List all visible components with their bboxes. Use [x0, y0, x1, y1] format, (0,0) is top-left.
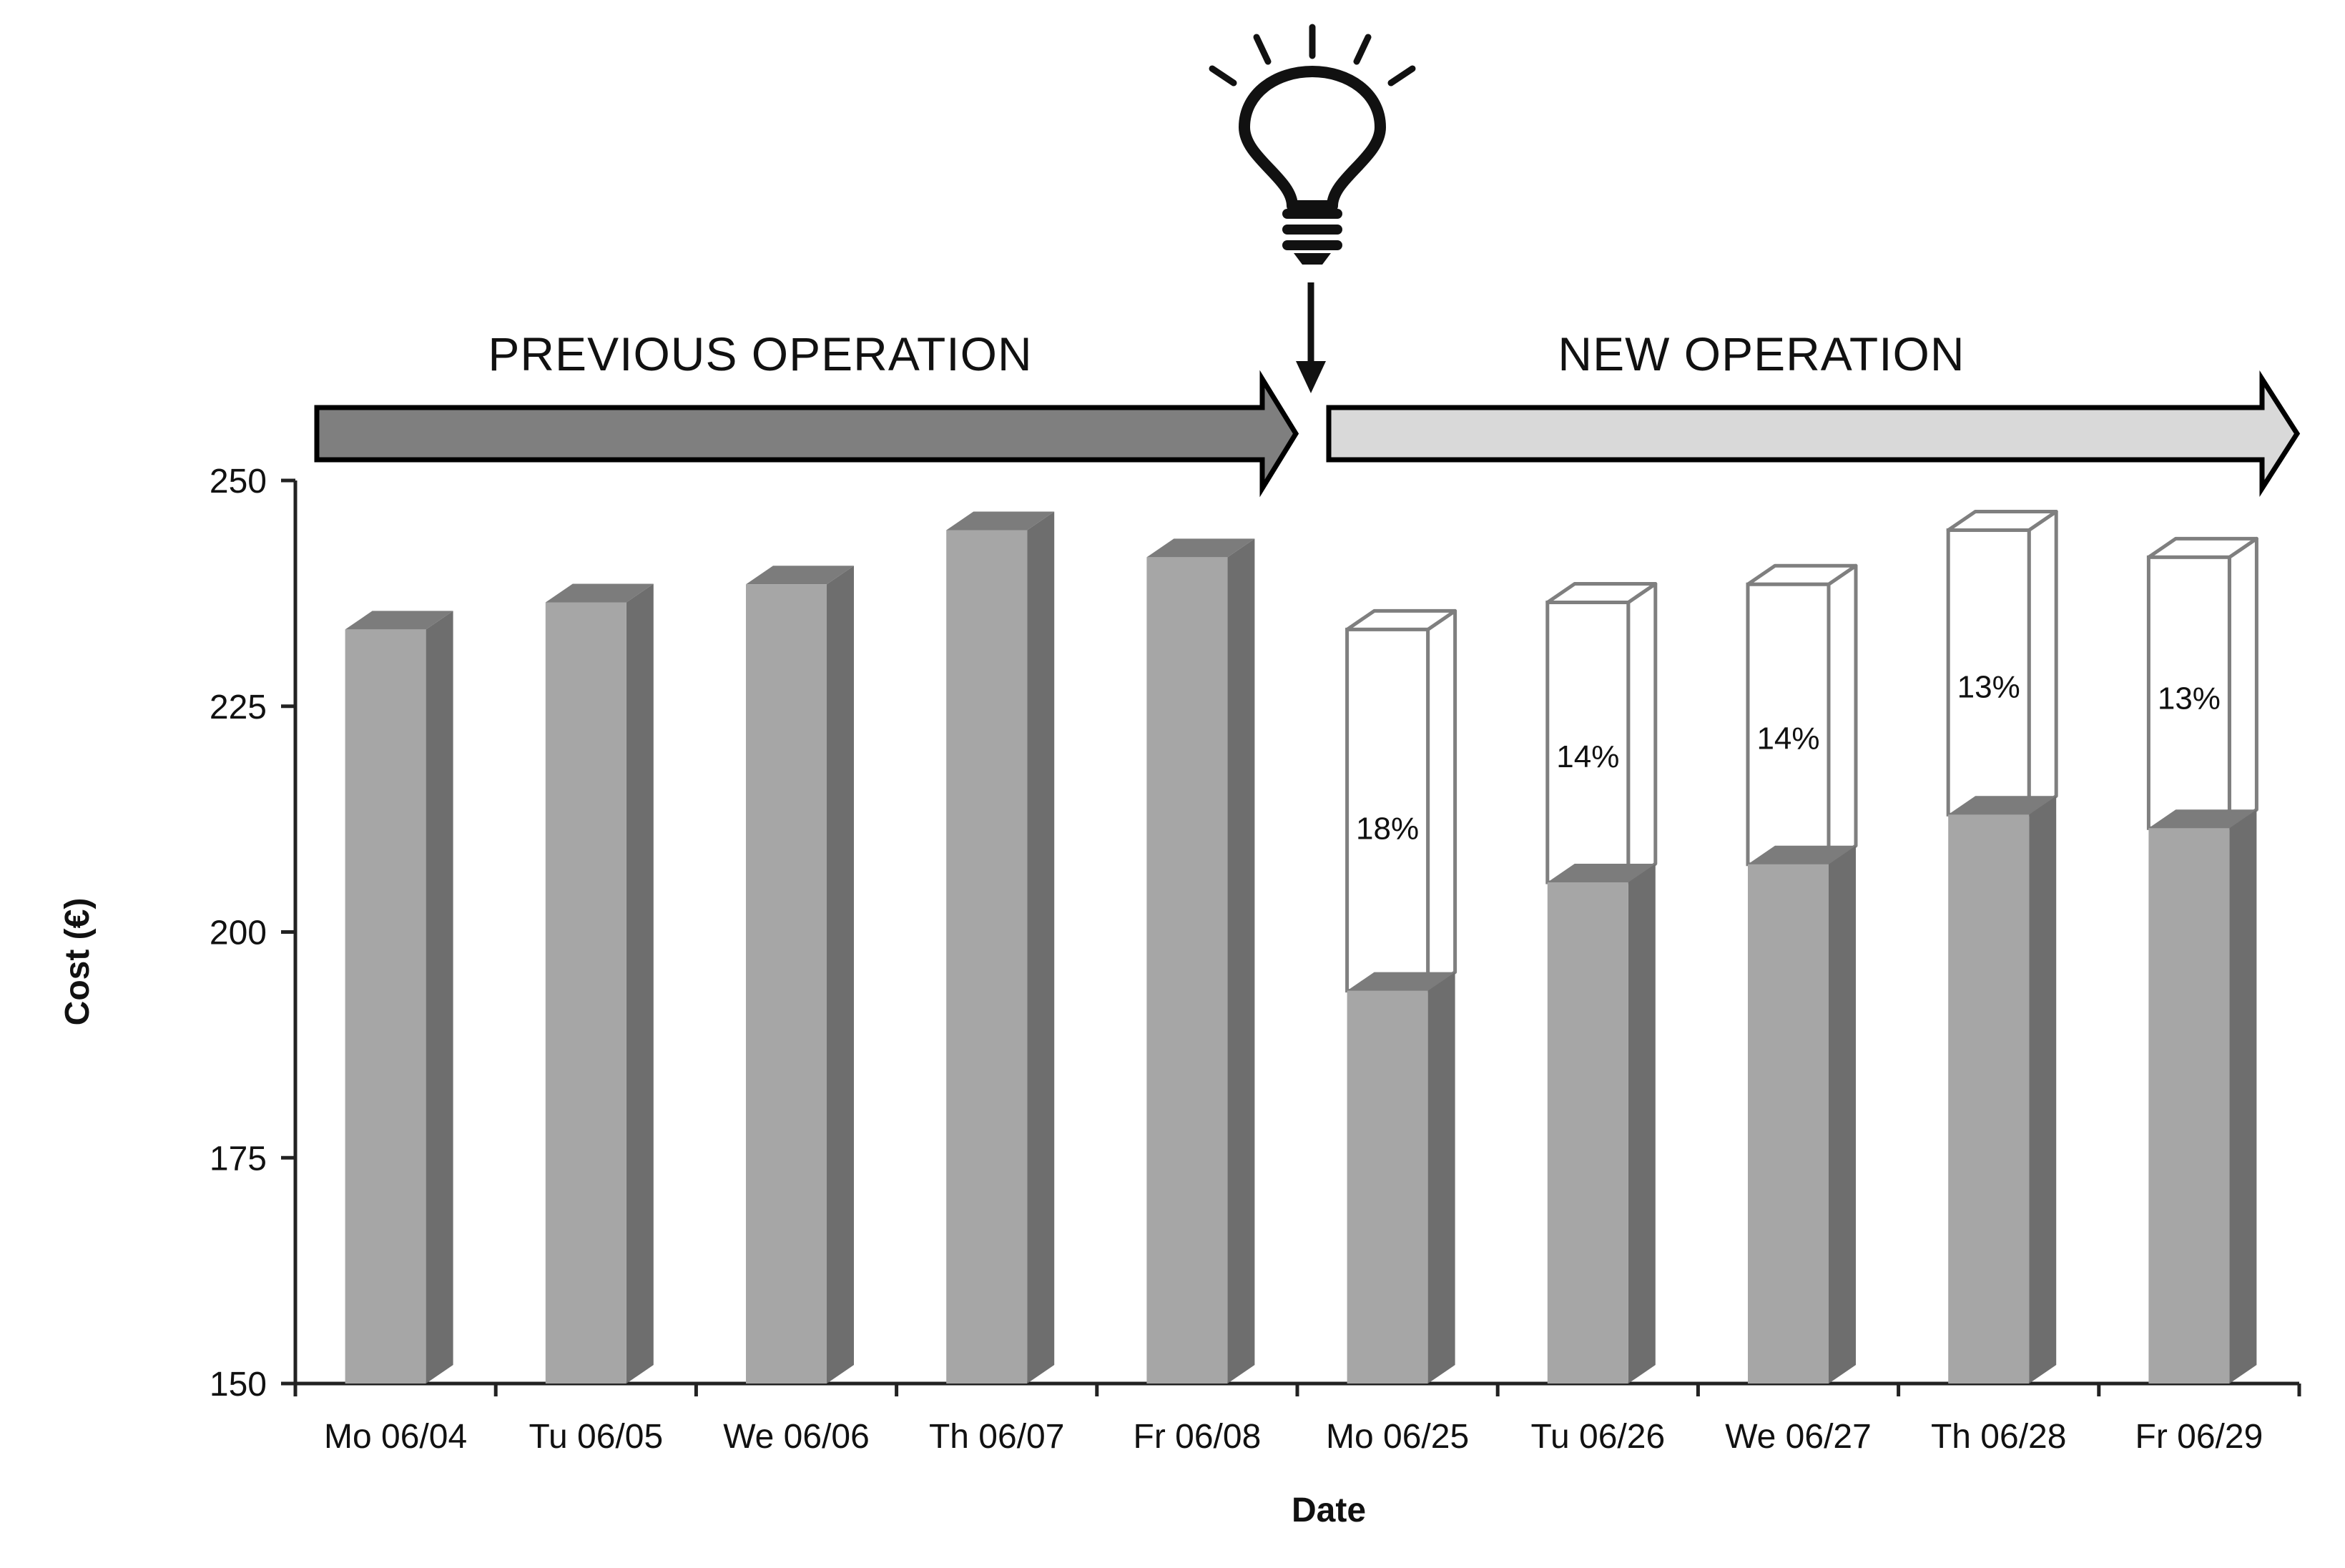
reduction-label: 14% — [1756, 721, 1819, 756]
x-tick-label: Fr 06/08 — [1134, 1418, 1262, 1456]
x-tick-label: Fr 06/29 — [2135, 1418, 2263, 1456]
reference-bar — [1746, 563, 1858, 867]
phase-arrows: PREVIOUS OPERATION NEW OPERATION — [314, 327, 2301, 498]
x-tick-label: Tu 06/26 — [1530, 1418, 1665, 1456]
reduction-label: 13% — [1957, 669, 2020, 704]
bars: 18% 14% 14% 13% 13% — [345, 509, 2258, 1384]
reference-bar — [2146, 536, 2258, 830]
bar — [1748, 845, 1856, 1384]
phase-label: NEW OPERATION — [1558, 327, 1965, 380]
bar — [1547, 864, 1656, 1384]
x-tick-label: We 06/06 — [723, 1418, 870, 1456]
x-tick-label: We 06/27 — [1725, 1418, 1872, 1456]
x-tick-label: Mo 06/25 — [1326, 1418, 1469, 1456]
phase-label: PREVIOUS OPERATION — [488, 327, 1032, 380]
x-tick-label: Th 06/07 — [929, 1418, 1064, 1456]
y-tick-label: 175 — [210, 1140, 267, 1178]
x-tick-label: Tu 06/05 — [529, 1418, 663, 1456]
idea-annotation — [1209, 24, 1416, 393]
y-tick-label: 250 — [210, 463, 267, 501]
previous-operation-arrow: PREVIOUS OPERATION — [314, 327, 1299, 498]
y-tick-label: 225 — [210, 689, 267, 726]
bar — [746, 566, 854, 1384]
axis-labels: Cost (€) Date — [59, 898, 1366, 1529]
x-tick-label: Mo 06/04 — [324, 1418, 467, 1456]
reduction-label: 14% — [1556, 739, 1619, 774]
light-bulb-icon — [1209, 24, 1416, 265]
bar — [545, 583, 654, 1384]
reduction-label: 18% — [1356, 811, 1419, 846]
down-arrow-icon — [1296, 282, 1326, 393]
bar — [1146, 538, 1255, 1384]
bar — [2148, 809, 2257, 1384]
bar — [946, 511, 1055, 1384]
axes: 150 175 200 225 250 Mo 06/04 Tu 06/05 We 06/06 T… — [210, 463, 2301, 1456]
bar — [345, 611, 453, 1384]
bar — [1948, 796, 2057, 1384]
y-tick-label: 150 — [210, 1366, 267, 1404]
reference-bar — [1345, 608, 1457, 993]
reference-bar — [1545, 582, 1658, 884]
reference-bar — [1946, 509, 2058, 817]
x-axis-title: Date — [1292, 1491, 1366, 1529]
new-operation-arrow: NEW OPERATION — [1326, 327, 2301, 497]
reduction-label: 13% — [2158, 681, 2221, 716]
x-tick-label: Th 06/28 — [1931, 1418, 2066, 1456]
y-axis-title: Cost (€) — [59, 898, 97, 1026]
bar — [1347, 972, 1455, 1384]
y-tick-label: 200 — [210, 914, 267, 952]
